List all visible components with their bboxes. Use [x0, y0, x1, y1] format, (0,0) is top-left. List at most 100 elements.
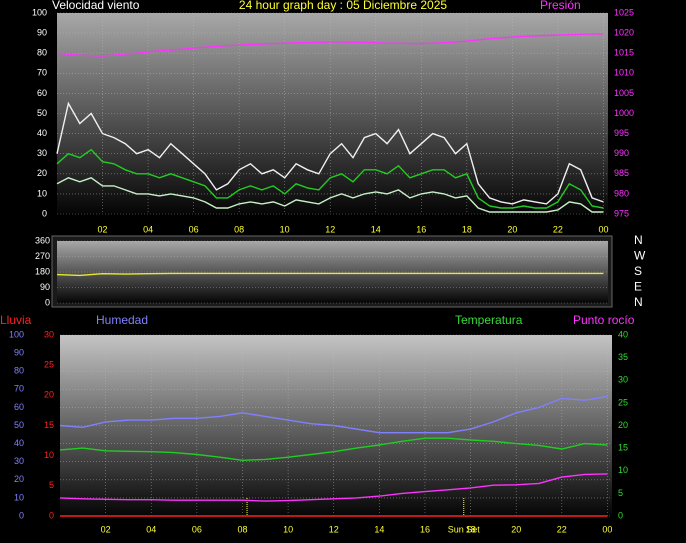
y-tick-label: 0	[42, 208, 47, 218]
x-tick-label: 10	[283, 524, 293, 534]
y-tick-label: 40	[14, 438, 24, 448]
y-tick-label: 1010	[614, 68, 634, 78]
y-tick-label: 60	[37, 88, 47, 98]
y-tick-label: 50	[14, 420, 24, 430]
y-tick-label: E	[634, 280, 642, 294]
x-tick-label: 02	[98, 224, 108, 234]
x-tick-label: 22	[553, 224, 563, 234]
y-tick-label: 1020	[614, 27, 634, 37]
y-tick-label: 100	[9, 329, 24, 339]
y-tick-label: 50	[37, 108, 47, 118]
x-tick-label: 04	[143, 224, 153, 234]
series-line	[56, 148, 604, 209]
y-tick-label: 70	[14, 384, 24, 394]
series-line	[56, 177, 604, 213]
x-tick-label: 14	[374, 524, 384, 534]
y-tick-label: 1000	[614, 108, 634, 118]
x-tick-label: 06	[192, 524, 202, 534]
y-tick-label: 10	[14, 492, 24, 502]
chart-title: 24 hour graph day : 05 Diciembre 2025	[239, 0, 447, 12]
y-tick-label: 80	[14, 366, 24, 376]
y-tick-label: 90	[37, 27, 47, 37]
y-tick-label: 5	[618, 488, 623, 498]
y-tick-label: 60	[14, 402, 24, 412]
series-line	[59, 437, 608, 462]
x-tick-label: 04	[146, 524, 156, 534]
y-tick-label: 990	[614, 148, 629, 158]
series-label: Punto rocío	[573, 313, 635, 327]
series-line	[56, 272, 604, 277]
y-tick-label: 30	[37, 148, 47, 158]
series-label: Presión	[540, 0, 581, 12]
y-tick-label: 30	[14, 456, 24, 466]
y-tick-label: W	[634, 249, 646, 263]
y-tick-label: 975	[614, 208, 629, 218]
series-line	[59, 395, 608, 434]
y-tick-label: 15	[618, 443, 628, 453]
y-tick-label: 90	[40, 282, 50, 292]
x-tick-label: 18	[462, 224, 472, 234]
y-tick-label: 80	[37, 48, 47, 58]
y-tick-label: 995	[614, 128, 629, 138]
y-tick-label: 15	[44, 420, 54, 430]
y-tick-label: 20	[37, 168, 47, 178]
y-tick-label: 985	[614, 168, 629, 178]
x-tick-label: 20	[511, 524, 521, 534]
y-tick-label: 10	[44, 450, 54, 460]
y-tick-label: 1015	[614, 48, 634, 58]
y-axis-label: Velocidad viento	[52, 0, 140, 12]
y-tick-label: 180	[35, 266, 50, 276]
y-tick-label: 25	[44, 360, 54, 370]
y-tick-label: 20	[44, 390, 54, 400]
x-tick-label: 08	[237, 524, 247, 534]
y-tick-label: 980	[614, 188, 629, 198]
y-tick-label: 40	[37, 128, 47, 138]
y-tick-label: 90	[14, 347, 24, 357]
y-tick-label: 360	[35, 235, 50, 245]
series-line	[59, 473, 608, 502]
y-tick-label: 0	[49, 510, 54, 520]
y-tick-label: 1025	[614, 7, 634, 17]
x-tick-label: 08	[234, 224, 244, 234]
y-tick-label: 5	[49, 480, 54, 490]
y-tick-label: 40	[618, 329, 628, 339]
x-tick-label: 12	[325, 224, 335, 234]
x-tick-label: 22	[557, 524, 567, 534]
y-tick-label: 1005	[614, 88, 634, 98]
y-tick-label: 270	[35, 251, 50, 261]
x-tick-label: 14	[371, 224, 381, 234]
y-tick-label: N	[634, 295, 643, 309]
y-tick-label: 30	[44, 329, 54, 339]
x-tick-label: 02	[101, 524, 111, 534]
x-tick-label: 00	[598, 224, 608, 234]
y-tick-label: 20	[14, 474, 24, 484]
y-tick-label: 30	[618, 375, 628, 385]
series-line	[56, 101, 604, 205]
y-tick-label: 0	[19, 510, 24, 520]
x-tick-label: 06	[189, 224, 199, 234]
annotation: Sun Set	[448, 524, 481, 534]
x-tick-label: 12	[329, 524, 339, 534]
y-tick-label: 0	[618, 510, 623, 520]
y-tick-label: 25	[618, 397, 628, 407]
series-label: Humedad	[96, 313, 148, 327]
series-line	[56, 33, 604, 57]
x-tick-label: 16	[416, 224, 426, 234]
series-label: Lluvia	[0, 313, 32, 327]
y-tick-label: N	[634, 233, 643, 247]
y-tick-label: 10	[37, 188, 47, 198]
x-tick-label: 00	[602, 524, 612, 534]
x-tick-label: 20	[507, 224, 517, 234]
y-tick-label: 0	[45, 297, 50, 307]
y-tick-label: 35	[618, 352, 628, 362]
y-tick-label: 70	[37, 68, 47, 78]
y-tick-label: S	[634, 264, 642, 278]
y-tick-label: 20	[618, 420, 628, 430]
x-tick-label: 18	[466, 524, 476, 534]
y-tick-label: 100	[32, 7, 47, 17]
series-label: Temperatura	[455, 313, 523, 327]
x-tick-label: 10	[280, 224, 290, 234]
y-tick-label: 10	[618, 465, 628, 475]
x-tick-label: 16	[420, 524, 430, 534]
